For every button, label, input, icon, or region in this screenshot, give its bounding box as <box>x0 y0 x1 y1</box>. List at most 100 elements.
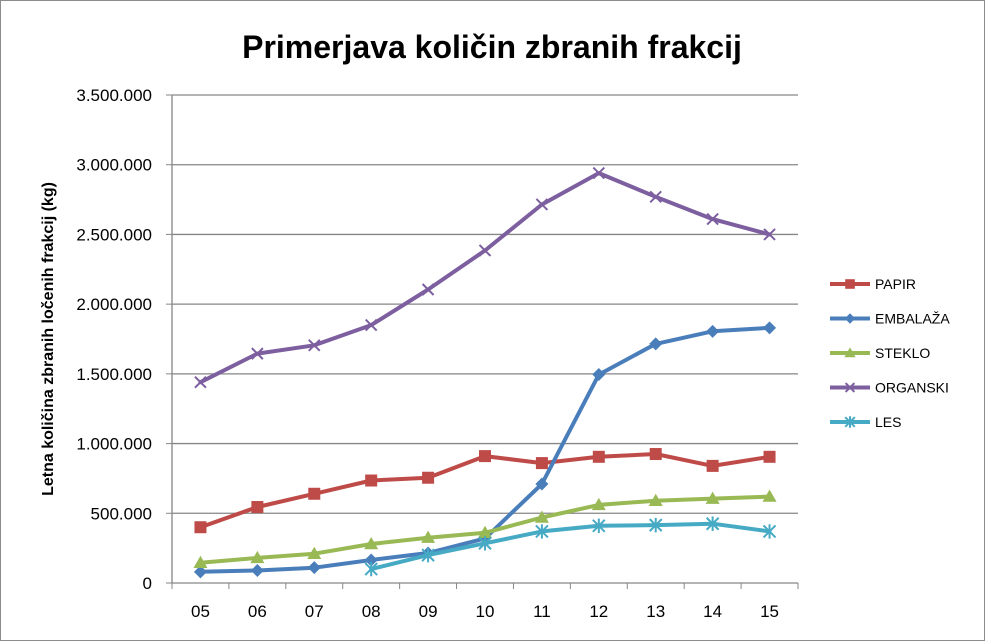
data-point-marker <box>844 313 856 324</box>
legend-label: EMBALAŽA <box>875 311 950 327</box>
y-tick-label: 1.000.000 <box>76 435 152 454</box>
x-tick-label: 07 <box>305 602 324 621</box>
legend-item-organski: ORGANSKI <box>830 380 949 396</box>
x-tick-label: 12 <box>589 602 608 621</box>
x-tick-label: 11 <box>533 602 551 621</box>
data-point-marker <box>365 474 378 487</box>
legend-item-steklo: STEKLO <box>830 345 930 361</box>
data-point-marker <box>535 198 549 211</box>
data-point-marker <box>844 416 856 428</box>
data-point-marker <box>251 347 264 360</box>
legend-label: STEKLO <box>875 345 930 361</box>
data-point-marker <box>535 524 549 539</box>
legend-label: ORGANSKI <box>875 380 949 396</box>
y-tick-label: 2.500.000 <box>76 225 152 244</box>
data-point-marker <box>421 530 436 543</box>
data-point-marker <box>535 457 548 470</box>
x-tick-label: 14 <box>703 602 722 621</box>
data-point-marker <box>250 550 265 564</box>
data-point-marker <box>364 561 378 577</box>
data-point-marker <box>763 321 777 335</box>
x-tick-label: 05 <box>191 602 210 621</box>
data-point-marker <box>364 536 379 550</box>
legend-label: PAPIR <box>875 276 916 292</box>
legend-item-papir: PAPIR <box>830 276 916 292</box>
series-les <box>364 516 777 577</box>
data-point-marker <box>845 279 855 289</box>
x-tick-label: 06 <box>248 602 267 621</box>
series-line <box>369 521 772 572</box>
data-point-marker <box>844 382 856 393</box>
x-tick-label: 13 <box>646 602 665 621</box>
data-point-marker <box>706 459 719 472</box>
data-point-marker <box>649 517 663 533</box>
x-tick-label: 08 <box>362 602 381 621</box>
data-point-marker <box>193 555 208 569</box>
data-point-marker <box>421 547 435 563</box>
chart-title: Primerjava količin zbranih frakcij <box>242 29 742 65</box>
data-point-marker <box>762 524 777 539</box>
data-point-marker <box>422 471 435 484</box>
x-tick-label: 10 <box>476 602 495 621</box>
data-point-marker <box>592 368 606 382</box>
data-point-marker <box>194 376 207 389</box>
data-point-marker <box>250 563 264 577</box>
data-point-marker <box>193 565 207 579</box>
data-point-marker <box>648 493 663 506</box>
data-point-marker <box>763 450 776 463</box>
y-axis-label: Letna količina zbranih ločenih frakcij (… <box>40 182 57 496</box>
y-axis-ticks: 0 500.000 1.000.000 1.500.000 2.000.000 2.500… <box>76 86 152 593</box>
gridlines <box>166 94 799 589</box>
data-point-marker <box>649 190 662 203</box>
data-point-marker <box>592 450 605 463</box>
data-point-marker <box>308 487 321 500</box>
data-point-marker <box>649 448 662 461</box>
x-axis-ticks: 05 06 07 08 09 10 11 12 13 14 15 <box>191 602 779 621</box>
data-point-marker <box>591 497 606 511</box>
data-point-marker <box>194 521 207 534</box>
series-papir <box>194 448 776 534</box>
data-point-marker <box>479 450 491 463</box>
y-tick-label: 2.000.000 <box>76 295 152 314</box>
series-line <box>198 452 772 530</box>
data-point-marker <box>706 212 719 226</box>
data-point-marker <box>844 347 856 358</box>
legend: PAPIR EMBALAŽA STEKLO ORGANSKI LES <box>830 276 950 430</box>
data-point-marker <box>478 244 492 257</box>
data-point-marker <box>251 501 264 514</box>
legend-item-les: LES <box>830 414 901 430</box>
data-point-marker <box>308 339 321 352</box>
legend-label: LES <box>875 414 901 430</box>
data-point-marker <box>364 318 378 332</box>
data-point-marker <box>592 166 606 180</box>
series-line <box>198 171 772 385</box>
data-point-marker <box>364 553 378 567</box>
y-tick-label: 3.000.000 <box>76 156 152 175</box>
data-point-marker <box>705 491 720 504</box>
data-point-marker <box>307 546 322 559</box>
x-tick-label: 15 <box>760 602 779 621</box>
data-point-marker <box>535 477 549 491</box>
data-point-marker <box>763 228 776 241</box>
data-point-marker <box>706 324 720 338</box>
data-point-marker <box>705 516 720 531</box>
data-point-marker <box>592 518 606 534</box>
y-tick-label: 0 <box>143 574 152 593</box>
data-point-marker <box>421 283 435 296</box>
data-point-marker <box>478 536 492 551</box>
series-organski <box>194 166 776 389</box>
data-point-marker <box>534 510 549 523</box>
data-point-marker <box>762 489 777 502</box>
series-lines <box>193 166 777 579</box>
y-tick-label: 1.500.000 <box>76 365 152 384</box>
legend-item-embalaža: EMBALAŽA <box>830 311 950 327</box>
data-point-marker <box>478 525 492 539</box>
y-tick-label: 500.000 <box>91 504 152 523</box>
data-point-marker <box>307 561 321 575</box>
y-tick-label: 3.500.000 <box>76 86 152 105</box>
data-point-marker <box>649 337 663 351</box>
series-steklo <box>193 489 777 569</box>
x-tick-label: 09 <box>419 602 438 621</box>
